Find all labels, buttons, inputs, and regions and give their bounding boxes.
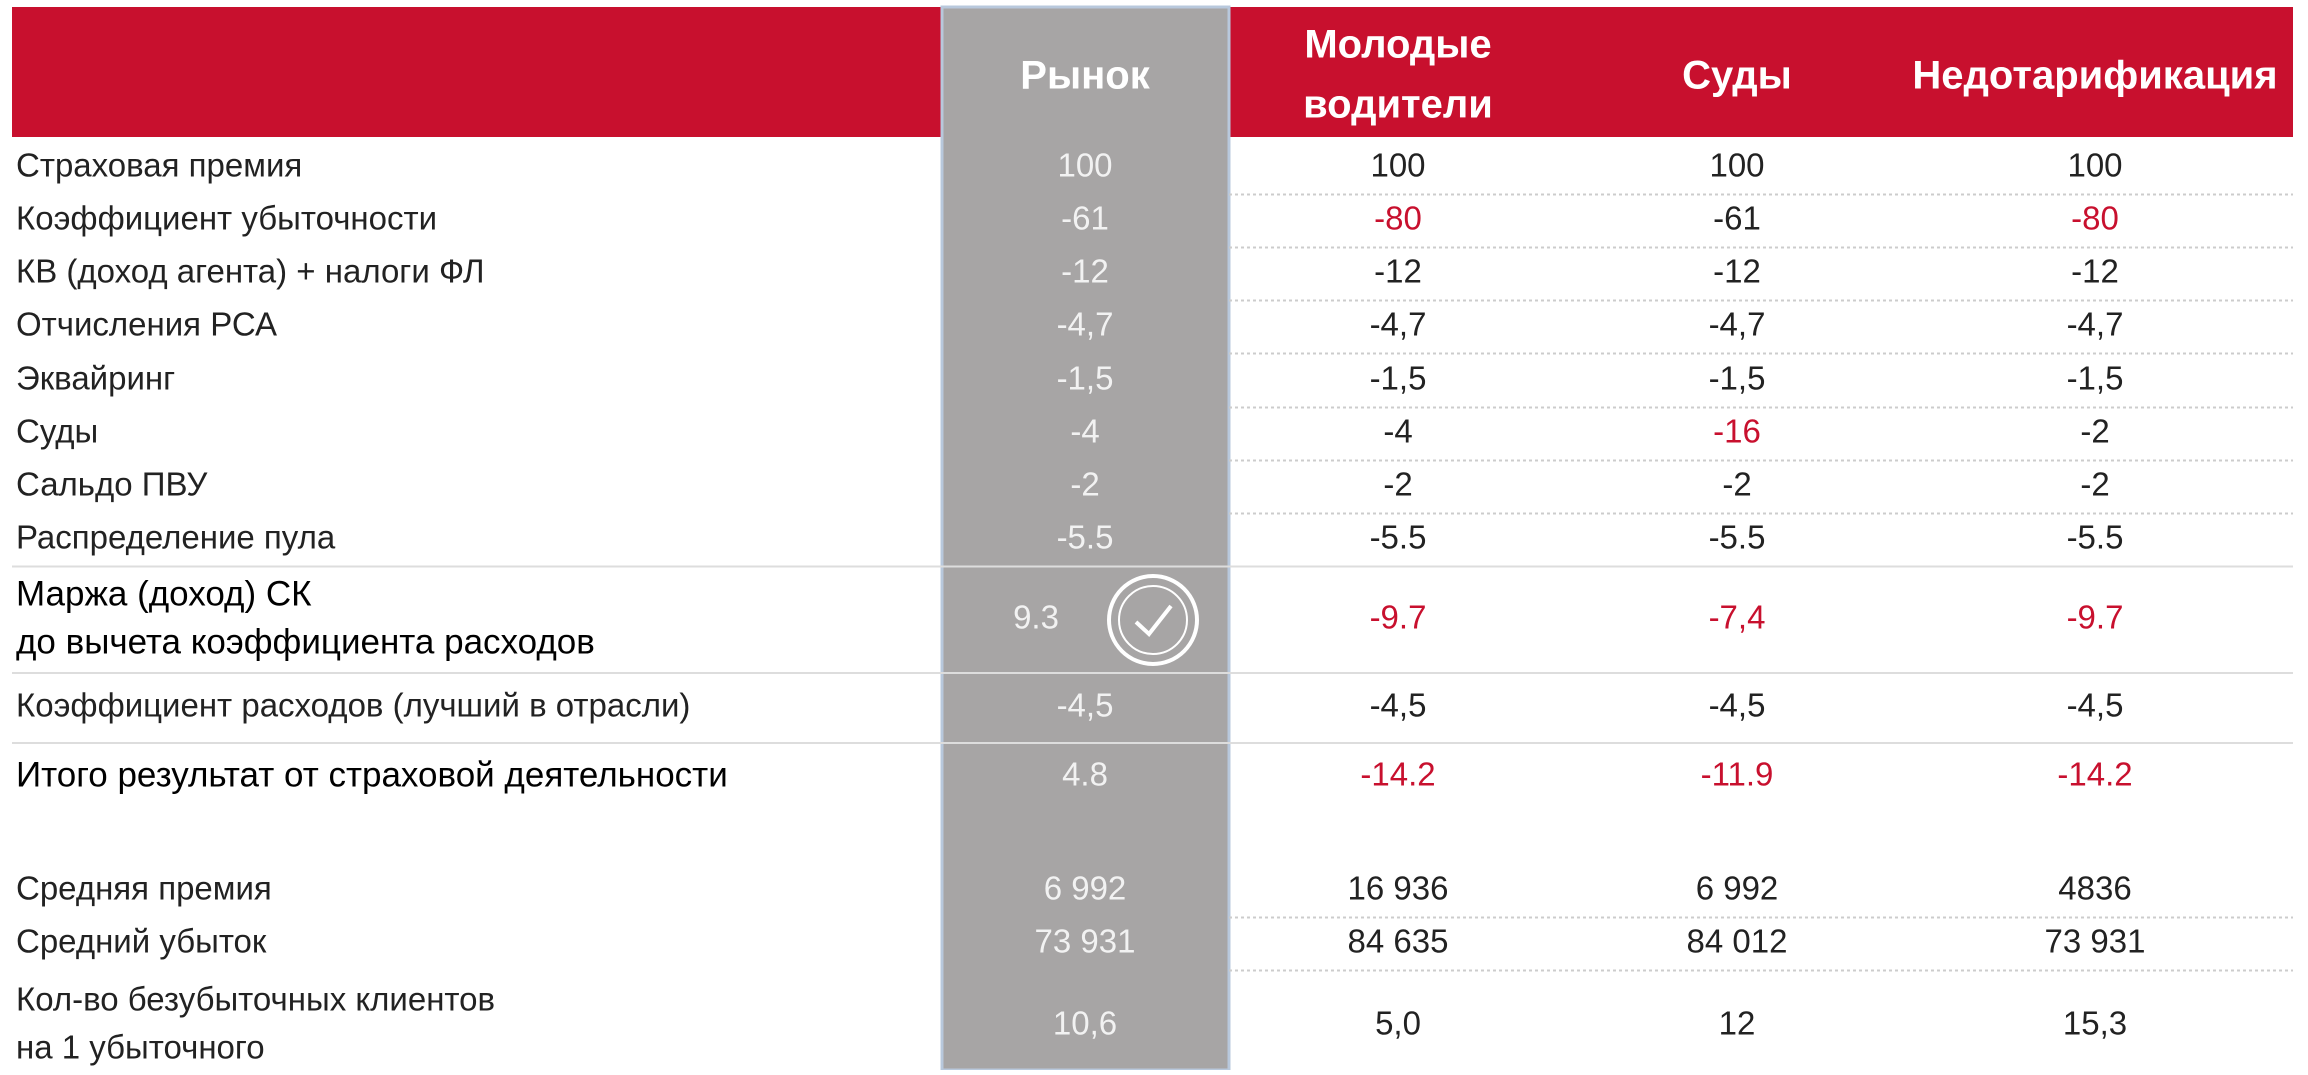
cell-value: -12 <box>2071 253 2119 290</box>
header-cell: водители <box>1303 83 1493 127</box>
cell-value: -1,5 <box>1370 360 1427 397</box>
cell-value: -2 <box>2080 413 2109 450</box>
cell-value: -7,4 <box>1709 599 1766 636</box>
cell-value: -5.5 <box>1370 519 1427 556</box>
cell-value: -1,5 <box>2067 360 2124 397</box>
row-label: Суды <box>16 413 98 450</box>
cell-value: 9.3 <box>1013 599 1059 636</box>
cell-value: 73 931 <box>2045 923 2146 960</box>
row-label: Итого результат от страховой деятельност… <box>16 755 728 794</box>
header-cell: Рынок <box>1020 54 1150 98</box>
cell-value: -4,5 <box>1709 687 1766 724</box>
cell-value: 84 635 <box>1348 923 1449 960</box>
cell-value: -2 <box>1722 466 1751 503</box>
cell-value: -5.5 <box>1709 519 1766 556</box>
header-cell: Недотарификация <box>1912 54 2277 98</box>
cell-value: -14.2 <box>2057 756 2132 793</box>
row-label: Отчисления РСА <box>16 306 277 343</box>
cell-value: -5.5 <box>1057 519 1114 556</box>
cell-value: 10,6 <box>1053 1005 1117 1042</box>
row-label: Средняя премия <box>16 870 272 907</box>
market-column <box>940 5 1231 1072</box>
cell-value: -9.7 <box>1370 599 1427 636</box>
cell-value: 5,0 <box>1375 1005 1421 1042</box>
cell-value: 100 <box>1057 147 1112 184</box>
cell-value: 84 012 <box>1687 923 1788 960</box>
cell-value: 16 936 <box>1348 870 1449 907</box>
cell-value: 100 <box>1370 147 1425 184</box>
cell-value: -4,5 <box>2067 687 2124 724</box>
cell-value: -2 <box>1383 466 1412 503</box>
row-label: Сальдо ПВУ <box>16 466 208 503</box>
cell-value: -12 <box>1061 253 1109 290</box>
row-label: Страховая премия <box>16 147 302 184</box>
row-label: Кол-во безубыточных клиентов <box>16 981 495 1018</box>
cell-value: 12 <box>1719 1005 1756 1042</box>
cell-value: 100 <box>1709 147 1764 184</box>
row-label: Маржа (доход) СК <box>16 574 312 613</box>
header-cell: Суды <box>1682 54 1792 98</box>
cell-value: -12 <box>1713 253 1761 290</box>
cell-value: -11.9 <box>1701 756 1774 793</box>
cell-value: -80 <box>2071 200 2119 237</box>
check-icon <box>1107 574 1199 666</box>
cell-value: -4 <box>1070 413 1099 450</box>
cell-value: -14.2 <box>1360 756 1435 793</box>
cell-value: 73 931 <box>1035 923 1136 960</box>
row-label: Распределение пула <box>16 519 336 556</box>
header-cell: Молодые <box>1304 23 1491 67</box>
cell-value: -80 <box>1374 200 1422 237</box>
cell-value: 4836 <box>2058 870 2131 907</box>
row-label: КВ (доход агента) + налоги ФЛ <box>16 253 485 290</box>
cell-value: 100 <box>2067 147 2122 184</box>
cell-value: 6 992 <box>1044 870 1127 907</box>
cell-value: -4,5 <box>1057 687 1114 724</box>
cell-value: -4,5 <box>1370 687 1427 724</box>
cell-value: -4,7 <box>1709 306 1766 343</box>
cell-value: -9.7 <box>2067 599 2124 636</box>
cell-value: -12 <box>1374 253 1422 290</box>
cell-value: 15,3 <box>2063 1005 2127 1042</box>
cell-value: 6 992 <box>1696 870 1779 907</box>
cell-value: 4.8 <box>1062 756 1108 793</box>
row-label: на 1 убыточного <box>16 1029 265 1066</box>
cell-value: -4 <box>1383 413 1412 450</box>
cell-value: -4,7 <box>1057 306 1114 343</box>
cell-value: -61 <box>1061 200 1109 237</box>
cell-value: -2 <box>1070 466 1099 503</box>
row-label: Коэффициент убыточности <box>16 200 437 237</box>
row-label: Коэффициент расходов (лучший в отрасли) <box>16 687 690 724</box>
cell-value: -5.5 <box>2067 519 2124 556</box>
cell-value: -1,5 <box>1709 360 1766 397</box>
row-label: до вычета коэффициента расходов <box>16 622 595 661</box>
cell-value: -2 <box>2080 466 2109 503</box>
cell-value: -16 <box>1713 413 1761 450</box>
cell-value: -4,7 <box>2067 306 2124 343</box>
row-label: Средний убыток <box>16 923 267 960</box>
cell-value: -61 <box>1713 200 1761 237</box>
cell-value: -1,5 <box>1057 360 1114 397</box>
row-label: Эквайринг <box>16 360 175 397</box>
cell-value: -4,7 <box>1370 306 1427 343</box>
